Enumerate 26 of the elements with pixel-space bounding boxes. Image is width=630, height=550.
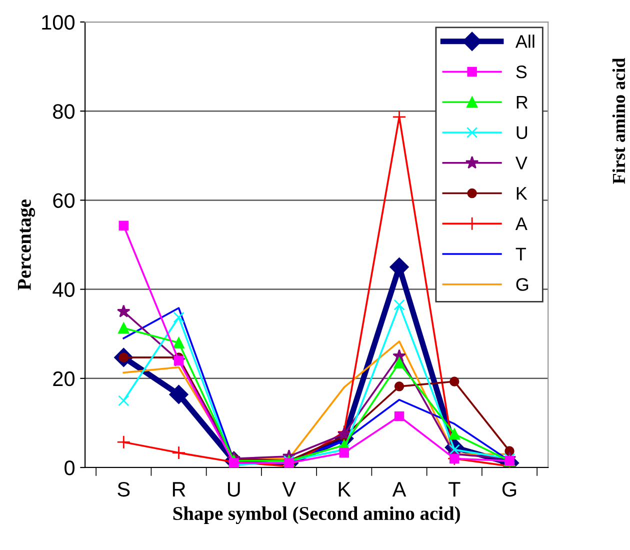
legend-label: G: [516, 278, 528, 291]
x-tick-label: K: [338, 482, 351, 496]
legend-label: K: [516, 187, 528, 200]
legend-label: T: [516, 248, 526, 260]
legend-label: R: [516, 96, 528, 108]
legend-label: V: [515, 156, 528, 170]
y-tick-label: 0: [64, 460, 75, 476]
legend-label: S: [516, 65, 527, 78]
x-tick-label: A: [392, 482, 406, 496]
legend-label: All: [515, 34, 534, 48]
y-tick-label: 80: [53, 104, 75, 119]
y-axis-title: Percentage: [18, 200, 36, 290]
y-tick-label: 60: [53, 193, 75, 208]
legend-label: A: [515, 218, 528, 230]
y-tick-label: 20: [53, 371, 75, 386]
legend-title: First amino acid: [612, 58, 626, 184]
x-tick-label: T: [448, 482, 460, 496]
x-tick-label: V: [282, 482, 296, 496]
x-tick-label: G: [502, 482, 516, 497]
x-tick-label: R: [172, 482, 186, 496]
y-tick-label: 40: [52, 282, 75, 298]
legend-label: U: [516, 126, 528, 140]
x-axis-title: Shape symbol (Second amino acid): [173, 506, 460, 524]
y-tick-label: 100: [42, 15, 75, 30]
x-tick-label: S: [118, 482, 130, 497]
x-tick-label: U: [228, 482, 240, 497]
